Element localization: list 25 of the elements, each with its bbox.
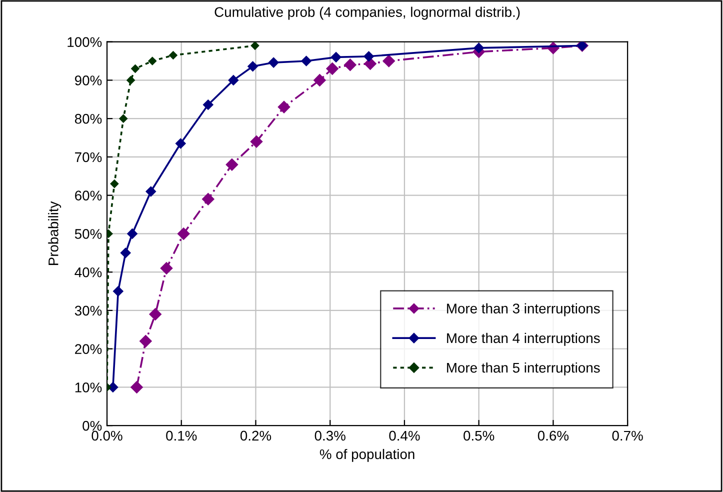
y-tick-label: 0% xyxy=(82,420,102,431)
legend-label: More than 4 interruptions xyxy=(447,332,600,346)
x-tick-label: 0.0% xyxy=(92,430,122,441)
y-tick-label: 30% xyxy=(74,306,102,316)
x-tick-label: 0.1% xyxy=(166,430,197,441)
x-tick-label: 0.5% xyxy=(464,430,494,441)
legend-label: More than 3 interruptions xyxy=(447,303,600,316)
x-tick-label: 0.6% xyxy=(538,430,569,441)
chart-title: Cumulative prob (4 companies, lognormal distrib.) xyxy=(214,6,520,20)
y-tick-label: 40% xyxy=(74,267,102,278)
y-tick-label: 100% xyxy=(68,37,102,47)
x-tick-label: 0.7% xyxy=(612,430,643,441)
y-tick-label: 80% xyxy=(74,114,102,124)
y-tick-label: 10% xyxy=(75,382,102,392)
y-axis-title: Probability xyxy=(48,201,62,265)
y-tick-label: 70% xyxy=(75,152,102,162)
x-tick-label: 0.3% xyxy=(314,430,346,441)
y-tick-label: 60% xyxy=(75,190,102,200)
x-tick-label: 0.4% xyxy=(389,430,420,441)
x-axis-title: % of population xyxy=(320,448,414,462)
x-tick-label: 0.2% xyxy=(240,430,272,441)
y-tick-label: 20% xyxy=(75,344,102,354)
y-tick-label: 50% xyxy=(74,229,102,239)
y-tick-label: 90% xyxy=(74,76,102,86)
legend-label: More than 5 interruptions xyxy=(447,362,600,376)
